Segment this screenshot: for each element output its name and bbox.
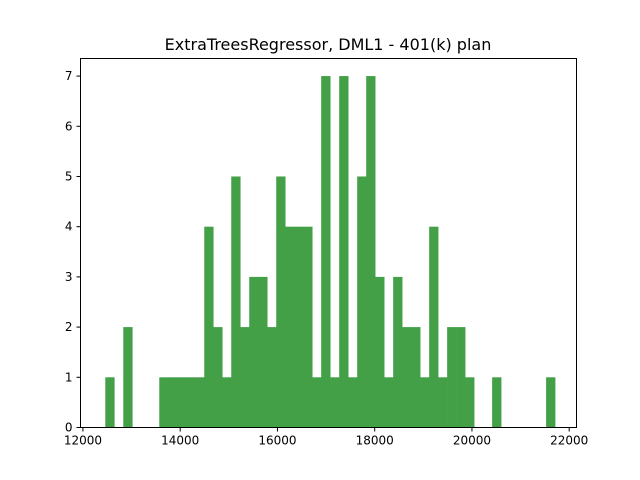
histogram-bar <box>240 327 250 428</box>
histogram-bar <box>204 226 214 428</box>
histogram-bar <box>456 327 466 428</box>
histogram-bar <box>285 226 295 428</box>
histogram-bar <box>276 176 286 428</box>
x-tick-label: 22000 <box>550 434 588 448</box>
histogram-bar <box>366 76 376 428</box>
y-tick-label: 7 <box>65 69 73 83</box>
y-tick-label: 4 <box>65 220 73 234</box>
histogram-bar <box>159 377 169 428</box>
histogram-bars <box>105 76 556 428</box>
histogram-bar <box>105 377 115 428</box>
histogram-bar <box>393 276 403 428</box>
histogram-bar <box>492 377 502 428</box>
histogram-bar <box>222 377 232 428</box>
histogram-bar <box>330 377 340 428</box>
histogram-bar <box>231 176 241 428</box>
x-axis-ticks: 12000 14000 16000 18000 20000 22000 <box>64 427 588 448</box>
histogram-bar <box>321 76 331 428</box>
x-tick-label: 16000 <box>258 434 296 448</box>
histogram-bar <box>177 377 187 428</box>
plot-area: 12000 14000 16000 18000 20000 22000 0 1 2 3 4 5 6 7 <box>64 58 588 448</box>
y-tick-label: 5 <box>65 169 73 183</box>
histogram-bar <box>267 327 277 428</box>
chart-title: ExtraTreesRegressor, DML1 - 401(k) plan <box>165 35 492 54</box>
histogram-bar <box>294 226 304 428</box>
y-tick-label: 6 <box>65 119 73 133</box>
histogram-bar <box>123 327 133 428</box>
histogram-bar <box>447 327 457 428</box>
y-axis-ticks: 0 1 2 3 4 5 6 7 <box>65 69 81 435</box>
histogram-bar <box>258 276 268 428</box>
histogram-bar <box>312 377 322 428</box>
histogram-bar <box>357 176 367 428</box>
histogram-bar <box>249 276 259 428</box>
histogram-bar <box>348 377 358 428</box>
histogram-bar <box>438 377 448 428</box>
y-tick-label: 2 <box>65 320 73 334</box>
histogram-bar <box>465 377 475 428</box>
histogram-bar <box>402 327 412 428</box>
histogram-bar <box>375 276 385 428</box>
x-tick-label: 12000 <box>64 434 102 448</box>
histogram-bar <box>186 377 196 428</box>
x-tick-label: 14000 <box>161 434 199 448</box>
histogram-bar <box>168 377 178 428</box>
x-tick-label: 18000 <box>356 434 394 448</box>
histogram-bar <box>195 377 205 428</box>
y-tick-label: 0 <box>65 421 73 435</box>
histogram-bar <box>303 226 313 428</box>
histogram-bar <box>384 377 394 428</box>
histogram-bar <box>411 327 421 428</box>
histogram-bar <box>546 377 556 428</box>
x-tick-label: 20000 <box>453 434 491 448</box>
histogram-bar <box>420 377 430 428</box>
y-tick-label: 1 <box>65 370 73 384</box>
y-tick-label: 3 <box>65 270 73 284</box>
histogram-bar <box>429 226 439 428</box>
axes-frame <box>80 58 577 428</box>
histogram-bar <box>213 327 223 428</box>
histogram-bar <box>339 76 349 428</box>
